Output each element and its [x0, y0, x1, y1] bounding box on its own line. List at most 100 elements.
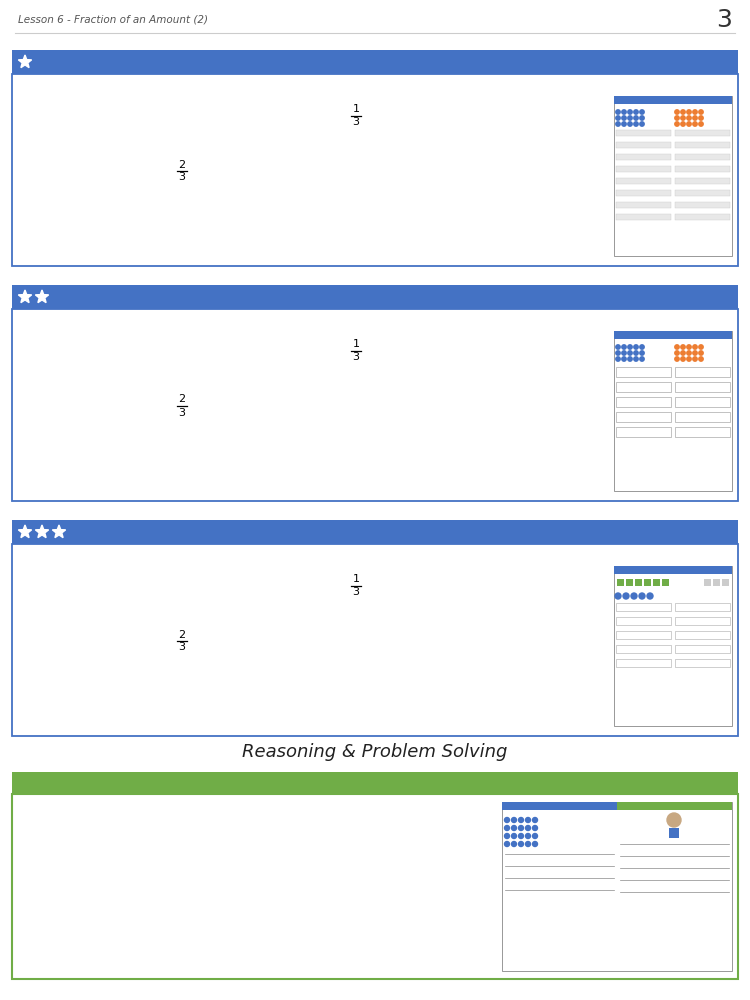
Text: 1: 1 — [352, 104, 359, 114]
Text: questions in the same style.: questions in the same style. — [24, 454, 212, 468]
Circle shape — [699, 116, 703, 120]
Circle shape — [628, 351, 632, 355]
FancyBboxPatch shape — [12, 544, 738, 736]
Text: means dividing: means dividing — [365, 578, 467, 591]
FancyBboxPatch shape — [616, 142, 671, 148]
Circle shape — [634, 110, 638, 114]
Text: They need to understand that the numerator tells them how many parts of: They need to understand that the numerat… — [24, 615, 526, 629]
FancyBboxPatch shape — [502, 802, 732, 971]
Circle shape — [628, 345, 632, 349]
Text: Children need to understand that the denominator of the fraction tells us: Children need to understand that the den… — [24, 560, 514, 573]
FancyBboxPatch shape — [616, 603, 671, 611]
Circle shape — [687, 110, 692, 114]
FancyBboxPatch shape — [704, 579, 711, 586]
Circle shape — [616, 357, 620, 361]
Text: how many equal parts the whole will be divided into. E.g.,: how many equal parts the whole will be d… — [24, 344, 419, 357]
Circle shape — [628, 110, 632, 114]
FancyBboxPatch shape — [675, 412, 730, 422]
FancyBboxPatch shape — [617, 579, 624, 586]
Polygon shape — [35, 525, 49, 538]
Circle shape — [699, 110, 703, 114]
Circle shape — [699, 351, 703, 355]
Circle shape — [640, 357, 644, 361]
Circle shape — [634, 357, 638, 361]
Circle shape — [681, 122, 686, 126]
Text: the whole there are. E.g.,: the whole there are. E.g., — [24, 399, 201, 412]
Text: masterthecurriculum.co.uk: masterthecurriculum.co.uk — [482, 245, 604, 254]
Circle shape — [505, 834, 509, 838]
FancyBboxPatch shape — [616, 397, 671, 407]
Circle shape — [512, 826, 517, 830]
Circle shape — [526, 826, 530, 830]
FancyBboxPatch shape — [653, 579, 660, 586]
Circle shape — [622, 351, 626, 355]
Text: an amount.: an amount. — [32, 846, 116, 861]
Circle shape — [512, 842, 517, 846]
Text: Lesson 6 - Fraction of an Amount (2): Lesson 6 - Fraction of an Amount (2) — [18, 15, 208, 25]
Text: 1: 1 — [352, 339, 359, 349]
Circle shape — [616, 116, 620, 120]
FancyBboxPatch shape — [675, 142, 730, 148]
Text: 3: 3 — [178, 408, 185, 418]
Text: 3: 3 — [716, 8, 732, 32]
Circle shape — [681, 357, 686, 361]
Circle shape — [640, 116, 644, 120]
Text: 3: 3 — [178, 643, 185, 652]
Circle shape — [693, 110, 698, 114]
Text: 3: 3 — [352, 587, 359, 597]
FancyBboxPatch shape — [616, 645, 671, 653]
Circle shape — [640, 122, 644, 126]
Text: then counting the amount in 2 of these parts.: then counting the amount in 2 of these p… — [24, 182, 329, 196]
Text: non-unit fractions of an amount.: non-unit fractions of an amount. — [32, 903, 270, 918]
FancyBboxPatch shape — [675, 214, 730, 220]
Circle shape — [634, 345, 638, 349]
Polygon shape — [35, 290, 49, 303]
Circle shape — [699, 345, 703, 349]
FancyBboxPatch shape — [614, 566, 732, 726]
Circle shape — [505, 818, 509, 822]
Text: On this sheet, they have to complete bar models to continue answering: On this sheet, they have to complete bar… — [24, 436, 505, 449]
Circle shape — [512, 818, 517, 822]
FancyBboxPatch shape — [626, 579, 633, 586]
FancyBboxPatch shape — [616, 202, 671, 208]
FancyBboxPatch shape — [502, 802, 732, 810]
Text: 1: 1 — [352, 574, 359, 584]
Text: questions in the same style.: questions in the same style. — [24, 220, 212, 232]
Text: the whole into 3 equal parts.: the whole into 3 equal parts. — [24, 597, 216, 610]
Circle shape — [675, 122, 680, 126]
Circle shape — [634, 122, 638, 126]
FancyBboxPatch shape — [616, 190, 671, 196]
Circle shape — [687, 122, 692, 126]
Circle shape — [675, 116, 680, 120]
Text: masterthecurriculum.co.uk: masterthecurriculum.co.uk — [482, 480, 604, 489]
Circle shape — [681, 351, 686, 355]
Circle shape — [623, 593, 629, 599]
FancyBboxPatch shape — [675, 645, 730, 653]
Circle shape — [526, 834, 530, 838]
Circle shape — [616, 110, 620, 114]
Circle shape — [532, 842, 538, 846]
FancyBboxPatch shape — [12, 285, 738, 309]
FancyBboxPatch shape — [614, 331, 732, 339]
Circle shape — [640, 345, 644, 349]
FancyBboxPatch shape — [675, 202, 730, 208]
Circle shape — [526, 842, 530, 846]
Circle shape — [518, 842, 524, 846]
FancyBboxPatch shape — [616, 382, 671, 392]
Text: Children continue working on their understanding of fractions of: Children continue working on their under… — [32, 824, 504, 839]
FancyBboxPatch shape — [675, 154, 730, 160]
Text: Children need to understand that the denominator of the fraction tells us: Children need to understand that the den… — [24, 90, 514, 103]
Text: Fraction of an Amount (2): Fraction of an Amount (2) — [24, 776, 225, 790]
Circle shape — [616, 122, 620, 126]
FancyBboxPatch shape — [675, 427, 730, 437]
Text: means dividing: means dividing — [365, 344, 467, 357]
Circle shape — [693, 357, 698, 361]
FancyBboxPatch shape — [616, 154, 671, 160]
FancyBboxPatch shape — [12, 74, 738, 266]
FancyBboxPatch shape — [713, 579, 720, 586]
Circle shape — [634, 116, 638, 120]
Circle shape — [518, 818, 524, 822]
Text: They will solve word problems and reasoning questions that involve: They will solve word problems and reason… — [32, 881, 531, 896]
Circle shape — [639, 593, 645, 599]
Circle shape — [693, 116, 698, 120]
